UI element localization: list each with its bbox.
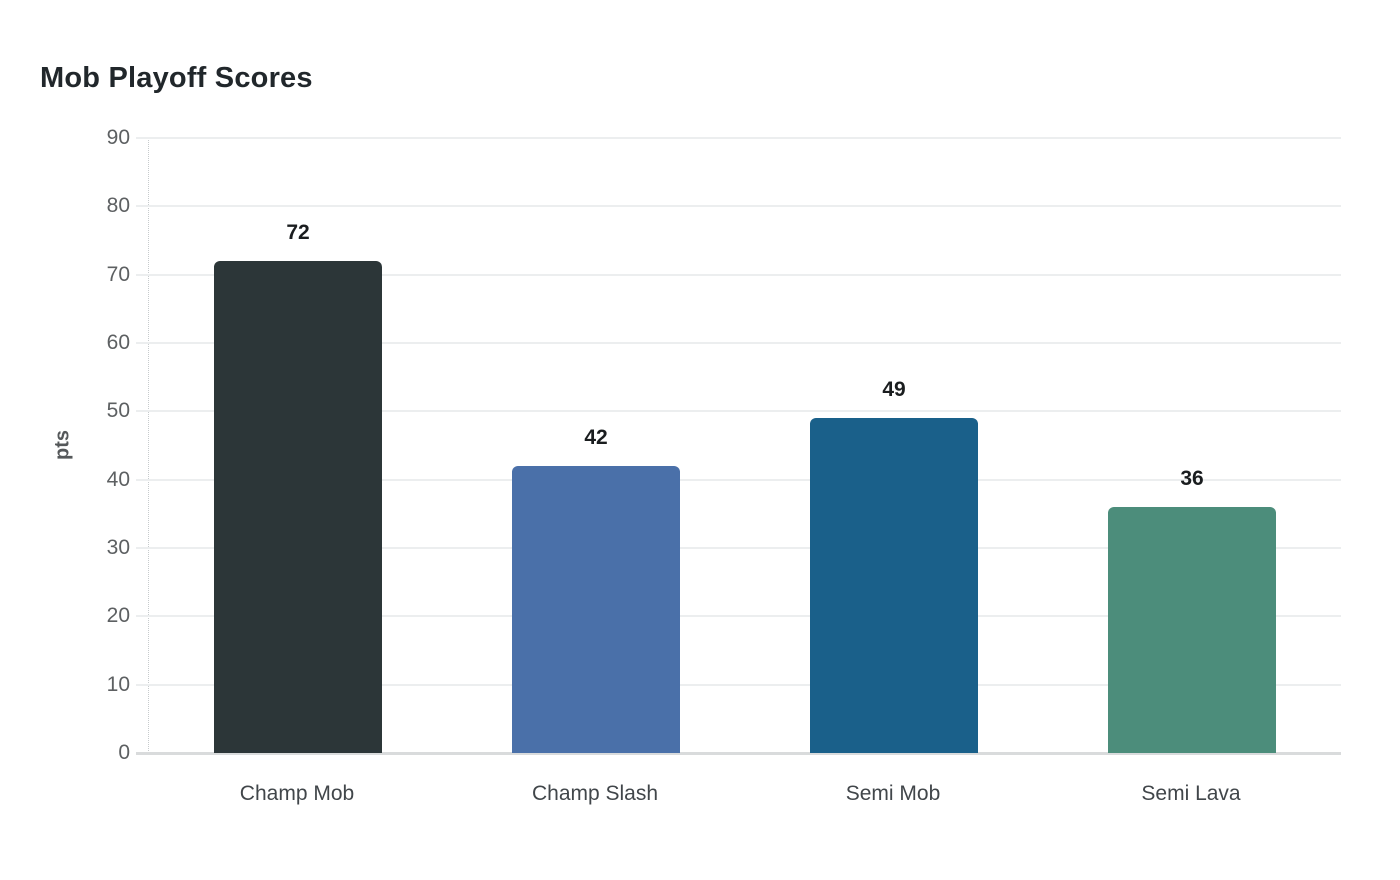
y-tick-label: 20 [106, 604, 130, 628]
bar-semi-mob[interactable] [810, 418, 978, 753]
gridline [136, 342, 1341, 344]
gridline [136, 137, 1341, 139]
y-tick-label: 60 [106, 331, 130, 354]
gridline [136, 615, 1341, 618]
y-tick-label: 50 [106, 399, 130, 423]
bar-champ-mob[interactable] [214, 261, 382, 753]
plot-area: 72 42 49 36 [136, 137, 1341, 755]
y-tick-label: 30 [106, 536, 130, 559]
y-tick-label: 70 [106, 262, 130, 286]
y-axis-title: pts [51, 430, 74, 460]
bar-value-label: 49 [882, 378, 906, 402]
gridline [136, 547, 1341, 549]
bar-champ-slash[interactable] [512, 466, 680, 753]
y-tick-label: 0 [118, 741, 130, 764]
x-axis-baseline [136, 752, 1341, 755]
gridline [136, 205, 1341, 208]
y-tick-label: 90 [106, 126, 130, 149]
bar-value-label: 42 [584, 426, 608, 449]
gridline [136, 683, 1341, 686]
y-tick-label: 10 [106, 672, 130, 696]
gridline [136, 410, 1341, 413]
y-tick-label: 40 [106, 467, 130, 491]
bar-value-label: 72 [286, 221, 310, 244]
x-category-label: Champ Mob [239, 782, 355, 805]
gridline [136, 478, 1341, 481]
x-category-label: Semi Mob [845, 782, 941, 805]
y-tick-label: 80 [106, 194, 130, 218]
chart-title: Mob Playoff Scores [40, 62, 313, 94]
x-category-label: Champ Slash [531, 782, 659, 805]
x-category-label: Semi Lava [1141, 782, 1241, 805]
bar-value-label: 36 [1180, 467, 1204, 490]
gridline [136, 273, 1341, 276]
bar-semi-lava[interactable] [1108, 507, 1276, 753]
